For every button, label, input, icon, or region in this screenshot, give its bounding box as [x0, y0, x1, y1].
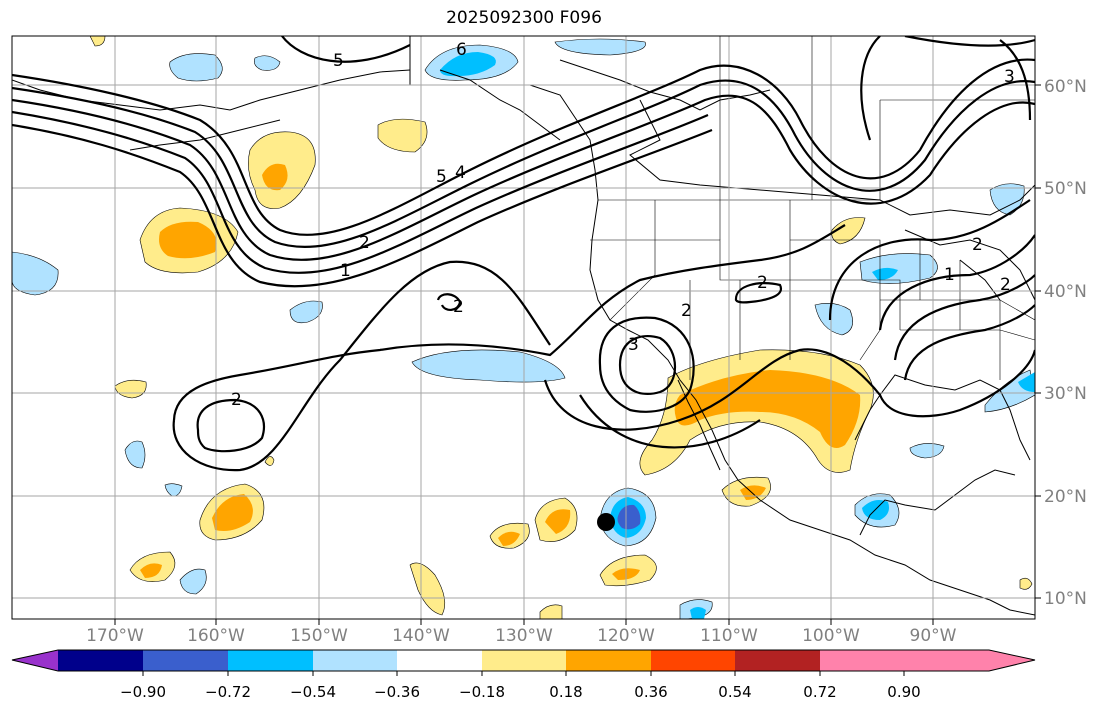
colorbar-extend-high — [904, 650, 1035, 671]
colorbar-bin — [482, 650, 568, 671]
colorbar-extend-low — [12, 650, 58, 671]
contour-label: 4 — [455, 163, 466, 183]
contour-label: 3 — [1004, 67, 1015, 87]
colorbar-bin — [566, 650, 652, 671]
lat-label: 20°N — [1044, 487, 1087, 507]
coastlines — [12, 36, 1035, 616]
colorbar-tick-label: −0.72 — [205, 683, 251, 701]
lon-label: 160°W — [187, 626, 245, 646]
map-title: 2025092300 F096 — [446, 8, 602, 28]
colorbar-tick-label: 0.90 — [887, 683, 921, 701]
lon-label: 150°W — [290, 626, 348, 646]
contour-label: 5 — [436, 167, 447, 187]
colorbar-bin — [735, 650, 821, 671]
contour-lines — [12, 36, 1035, 472]
lon-label: 140°W — [392, 626, 450, 646]
contour-label: 2 — [359, 233, 370, 253]
colorbar-tick-label: 0.18 — [549, 683, 583, 701]
colorbar-tick-label: −0.36 — [374, 683, 420, 701]
contour-label: 2 — [757, 273, 768, 293]
lat-label: 60°N — [1044, 77, 1087, 97]
colorbar-bin — [228, 650, 314, 671]
contour-label: 2 — [231, 390, 242, 410]
colorbar-outline — [11, 649, 1036, 672]
lon-label: 110°W — [700, 626, 758, 646]
contour-label: 5 — [333, 51, 344, 71]
contour-labels: 5 6 3 5 4 2 1 2 2 2 3 2 1 2 2 — [231, 40, 1015, 410]
contour-label: 2 — [681, 301, 692, 321]
colorbar-bin — [397, 650, 483, 671]
lon-label: 120°W — [597, 626, 655, 646]
tick-marks — [114, 84, 1041, 625]
contour-label: 2 — [1000, 275, 1011, 295]
lat-label: 30°N — [1044, 384, 1087, 404]
contour-label: 1 — [340, 261, 351, 281]
storm-center-dot — [597, 513, 615, 531]
lon-label: 90°W — [909, 626, 957, 646]
contour-label: 6 — [456, 40, 467, 60]
contour-label: 2 — [972, 235, 983, 255]
lon-label: 130°W — [495, 626, 553, 646]
lon-label: 100°W — [802, 626, 860, 646]
contour-label: 3 — [628, 335, 639, 355]
lon-label: 170°W — [86, 626, 144, 646]
contour-label: 2 — [453, 297, 464, 317]
colorbar-bin — [58, 650, 144, 671]
contour-label: 1 — [944, 265, 955, 285]
colorbar-tick-label: −0.54 — [290, 683, 336, 701]
colorbar-tick-label: 0.36 — [634, 683, 668, 701]
colorbar-bin — [313, 650, 399, 671]
colorbar-tick-label: 0.72 — [803, 683, 837, 701]
lat-label: 40°N — [1044, 282, 1087, 302]
positive-anomaly-shading — [89, 36, 1033, 619]
colorbar-tick-label: −0.90 — [120, 683, 166, 701]
colorbar-bin — [651, 650, 737, 671]
colorbar-bin — [143, 650, 229, 671]
colorbar-tick-label: −0.18 — [459, 683, 505, 701]
colorbar-tick-label: 0.54 — [718, 683, 752, 701]
colorbar-bin — [820, 650, 905, 671]
lat-label: 10°N — [1044, 589, 1087, 609]
lat-label: 50°N — [1044, 179, 1087, 199]
negative-anomaly-shading — [12, 38, 1035, 619]
